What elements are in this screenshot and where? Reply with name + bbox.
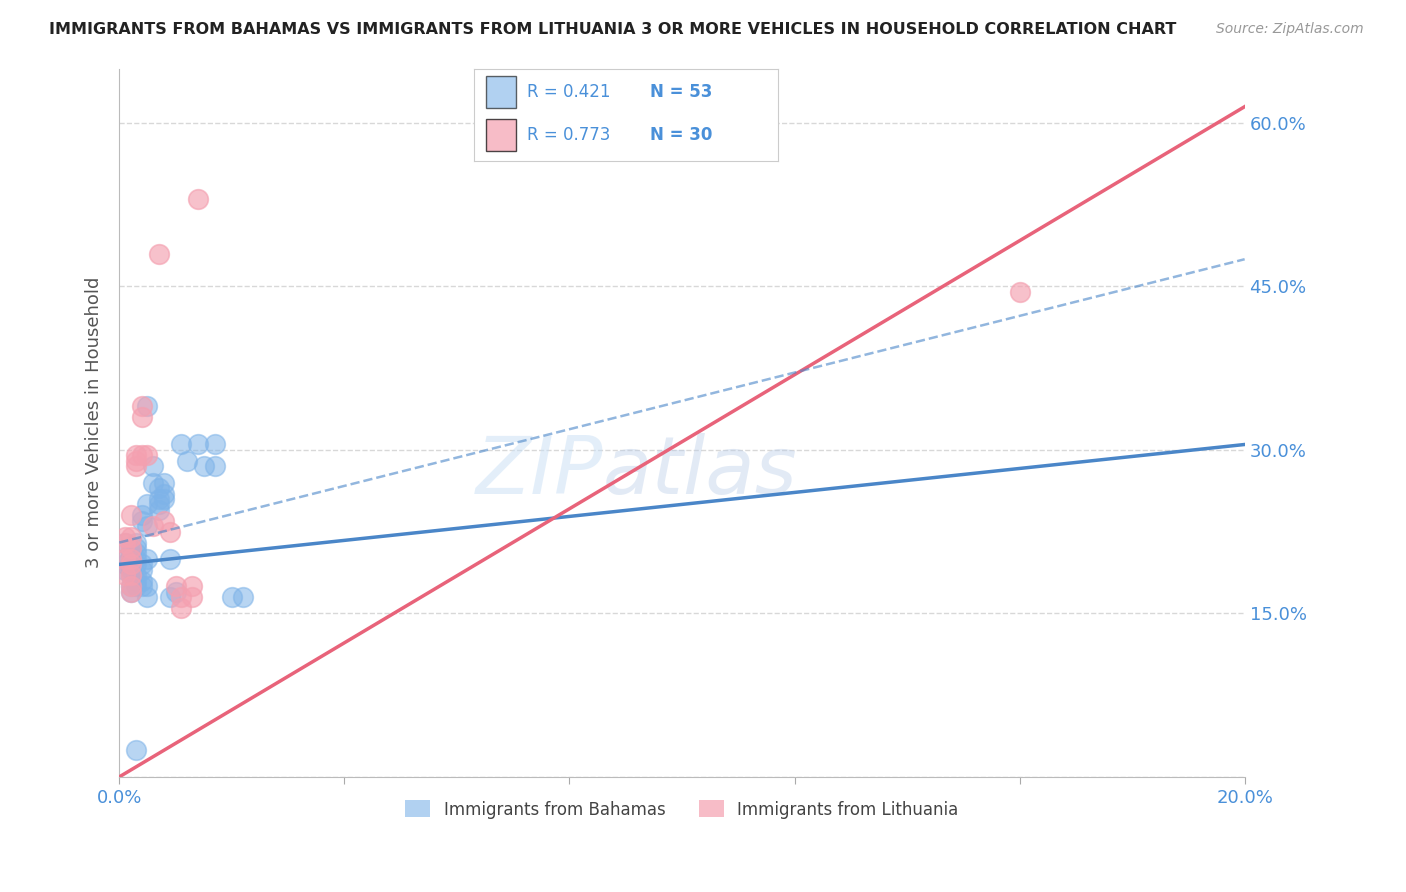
Point <box>136 449 159 463</box>
Point <box>120 508 142 523</box>
Point <box>159 590 181 604</box>
Point <box>120 546 142 560</box>
Point <box>170 601 193 615</box>
Point <box>114 535 136 549</box>
Point <box>114 568 136 582</box>
Point <box>181 590 204 604</box>
Point <box>131 563 153 577</box>
Point <box>114 530 136 544</box>
Point <box>120 579 142 593</box>
Point <box>114 552 136 566</box>
Point <box>1008 285 1031 299</box>
Point <box>153 491 176 506</box>
Point <box>131 400 153 414</box>
Point <box>136 590 159 604</box>
Point <box>131 574 153 588</box>
Point <box>120 552 142 566</box>
Point <box>170 437 193 451</box>
Point <box>221 590 243 604</box>
Point <box>136 519 159 533</box>
Point <box>193 459 215 474</box>
Point <box>120 579 142 593</box>
Point <box>125 574 148 588</box>
Point <box>204 437 226 451</box>
Point <box>120 568 142 582</box>
Point <box>159 524 181 539</box>
Point <box>170 590 193 604</box>
Point <box>136 579 159 593</box>
Point <box>131 508 153 523</box>
Text: ZIP: ZIP <box>475 434 603 511</box>
Point <box>120 558 142 572</box>
Text: atlas: atlas <box>603 434 799 511</box>
Point <box>125 579 148 593</box>
Point <box>148 497 170 511</box>
Point <box>120 568 142 582</box>
Point <box>120 558 142 572</box>
Point <box>148 247 170 261</box>
Point <box>125 459 148 474</box>
Point <box>114 563 136 577</box>
Point <box>131 514 153 528</box>
Point <box>120 541 142 555</box>
Point <box>114 558 136 572</box>
Point <box>187 437 209 451</box>
Point <box>125 546 148 560</box>
Point <box>187 192 209 206</box>
Point <box>125 558 148 572</box>
Point <box>125 541 148 555</box>
Point <box>153 486 176 500</box>
Point <box>125 454 148 468</box>
Point <box>120 584 142 599</box>
Text: Source: ZipAtlas.com: Source: ZipAtlas.com <box>1216 22 1364 37</box>
Point <box>142 459 165 474</box>
Point <box>120 541 142 555</box>
Point <box>131 449 153 463</box>
Point <box>136 400 159 414</box>
Point <box>120 530 142 544</box>
Point <box>165 584 187 599</box>
Point <box>165 579 187 593</box>
Point <box>232 590 254 604</box>
Point <box>153 514 176 528</box>
Point <box>142 475 165 490</box>
Point <box>125 449 148 463</box>
Point <box>142 519 165 533</box>
Point <box>131 579 153 593</box>
Point <box>131 410 153 425</box>
Legend: Immigrants from Bahamas, Immigrants from Lithuania: Immigrants from Bahamas, Immigrants from… <box>399 794 965 825</box>
Point <box>176 454 198 468</box>
Point <box>181 579 204 593</box>
Point <box>125 568 148 582</box>
Point <box>114 552 136 566</box>
Point <box>136 497 159 511</box>
Point <box>153 475 176 490</box>
Point <box>204 459 226 474</box>
Point <box>125 742 148 756</box>
Point <box>120 563 142 577</box>
Point <box>120 552 142 566</box>
Point <box>131 558 153 572</box>
Point <box>148 481 170 495</box>
Point <box>148 503 170 517</box>
Point <box>159 552 181 566</box>
Point <box>136 552 159 566</box>
Point <box>114 535 136 549</box>
Y-axis label: 3 or more Vehicles in Household: 3 or more Vehicles in Household <box>86 277 103 568</box>
Point <box>148 491 170 506</box>
Text: IMMIGRANTS FROM BAHAMAS VS IMMIGRANTS FROM LITHUANIA 3 OR MORE VEHICLES IN HOUSE: IMMIGRANTS FROM BAHAMAS VS IMMIGRANTS FR… <box>49 22 1177 37</box>
Point <box>120 584 142 599</box>
Point <box>125 552 148 566</box>
Point <box>125 535 148 549</box>
